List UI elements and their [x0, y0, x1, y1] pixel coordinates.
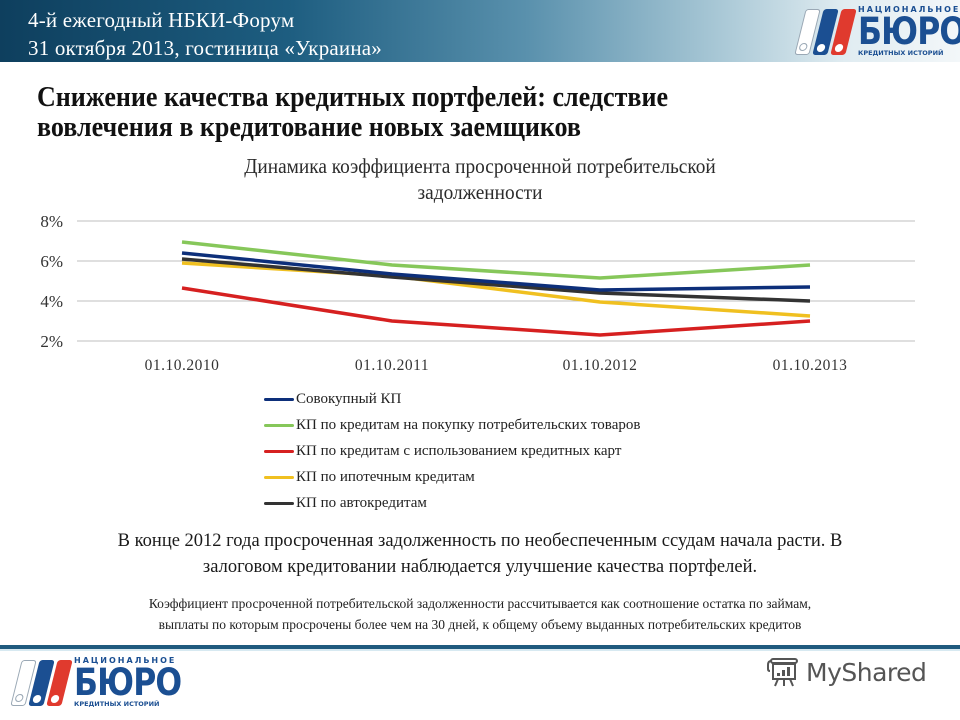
- logo-bars-icon: [8, 656, 73, 708]
- line-chart: 2% 4% 6% 8% 01.10.2010 01.10.2011 01.10.2012 01…: [40, 212, 915, 374]
- x-tick-label: 01.10.2012: [563, 357, 638, 374]
- x-tick-label: 01.10.2011: [355, 357, 429, 374]
- series-line: [181, 286, 811, 337]
- y-tick-label: 2%: [40, 332, 63, 351]
- legend-label: КП по автокредитам: [296, 494, 427, 511]
- forum-title: 4-й ежегодный НБКИ-Форум: [28, 8, 295, 32]
- legend-item: КП по кредитам на покупку потребительски…: [264, 412, 640, 438]
- myshared-label: MyShared: [806, 657, 927, 687]
- series-line: [181, 240, 811, 280]
- chart-title-line1: Динамика коэффициента просроченной потре…: [244, 154, 716, 178]
- logo-main-text: БЮРО: [858, 10, 960, 53]
- chart-legend: Совокупный КП КП по кредитам на покупку п…: [264, 386, 640, 516]
- forum-date-venue: 31 октября 2013, гостиница «Украина»: [28, 36, 383, 60]
- series-line: [181, 257, 811, 303]
- legend-label: КП по кредитам с использованием кредитны…: [296, 442, 622, 459]
- legend-item: Совокупный КП: [264, 386, 640, 412]
- myshared-watermark[interactable]: MyShared: [766, 655, 927, 689]
- logo-bottom-text: КРЕДИТНЫХ ИСТОРИЙ: [858, 49, 944, 57]
- legend-item: КП по кредитам с использованием кредитны…: [264, 438, 640, 464]
- slide-title: Снижение качества кредитных портфелей: с…: [37, 83, 874, 143]
- legend-item: КП по ипотечным кредитам: [264, 464, 640, 490]
- footnote-line1: Коэффициент просроченной потребительской…: [148, 596, 812, 611]
- footnote-text: Коэффициент просроченной потребительской…: [20, 593, 940, 635]
- legend-swatch-icon: [264, 423, 294, 427]
- summary-text: В конце 2012 года просроченная задолженн…: [10, 528, 950, 580]
- footer-divider: [0, 645, 960, 649]
- legend-item: КП по автокредитам: [264, 490, 640, 516]
- legend-label: Совокупный КП: [296, 390, 402, 407]
- x-tick-label: 01.10.2013: [773, 357, 848, 374]
- slide-title-line1: Снижение качества кредитных портфелей: с…: [37, 82, 669, 113]
- nbki-logo-bottom: НАЦИОНАЛЬНОЕ БЮРО КРЕДИТНЫХ ИСТОРИЙ: [8, 656, 200, 709]
- chart-title: Динамика коэффициента просроченной потре…: [158, 153, 802, 205]
- footer-divider-light: [0, 649, 960, 651]
- y-tick-label: 4%: [40, 292, 63, 311]
- logo-bottom-text: КРЕДИТНЫХ ИСТОРИЙ: [74, 700, 160, 708]
- nbki-logo-top: НАЦИОНАЛЬНОЕ БЮРО КРЕДИТНЫХ ИСТОРИЙ: [792, 5, 960, 58]
- y-tick-label: 6%: [40, 252, 63, 271]
- legend-label: КП по ипотечным кредитам: [296, 468, 475, 485]
- presentation-board-icon: [767, 658, 798, 687]
- footnote-line2: выплаты по которым просрочены более чем …: [158, 617, 802, 632]
- legend-swatch-icon: [264, 501, 294, 505]
- slide-title-line2: вовлечения в кредитование новых заемщико…: [37, 112, 581, 143]
- summary-line2: залоговом кредитовании наблюдается улучш…: [202, 557, 758, 577]
- legend-label: КП по кредитам на покупку потребительски…: [296, 416, 641, 433]
- legend-swatch-icon: [264, 475, 294, 479]
- y-tick-label: 8%: [40, 212, 63, 231]
- x-tick-label: 01.10.2010: [145, 357, 220, 374]
- logo-top-text: НАЦИОНАЛЬНОЕ: [74, 656, 177, 665]
- chart-title-line2: задолженности: [417, 180, 543, 204]
- legend-swatch-icon: [264, 449, 294, 453]
- legend-swatch-icon: [264, 397, 294, 401]
- logo-main-text: БЮРО: [74, 661, 182, 704]
- logo-top-text: НАЦИОНАЛЬНОЕ: [858, 5, 960, 14]
- summary-line1: В конце 2012 года просроченная задолженн…: [117, 531, 843, 551]
- series-line: [181, 251, 811, 292]
